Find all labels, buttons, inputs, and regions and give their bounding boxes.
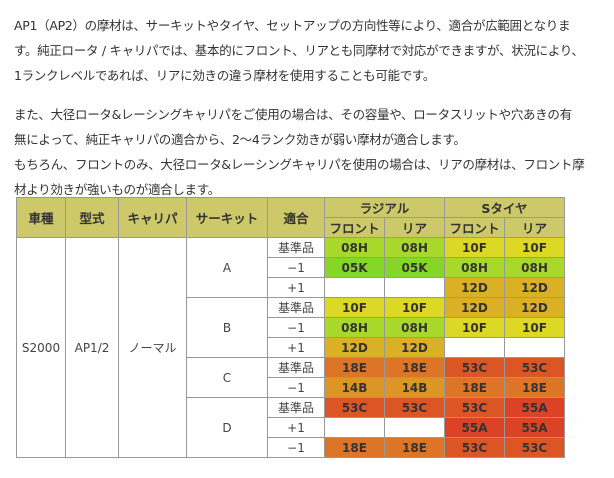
pad-compound-cell <box>324 277 385 298</box>
header-caliper: キャリパ <box>118 197 187 238</box>
fit-level-cell: −1 <box>267 317 325 338</box>
table-row: S2000 AP1/2 ノーマル A 基準品 08H 08H 10F 10F <box>16 237 565 458</box>
header-stire-rear: リア <box>504 217 565 238</box>
pad-compound-cell: 14B <box>384 377 445 398</box>
pad-compound-cell: 53C <box>444 357 505 378</box>
table-row: B 基準品 10F 10F 12D 12D <box>17 297 565 358</box>
pad-compound-cell <box>324 417 385 438</box>
header-radial: ラジアル <box>324 197 445 218</box>
table-row: −1 14B 14B 18E 18E <box>17 377 565 398</box>
text-line: もちろん、フロントのみ、大径ロータ&レーシングキャリパを使用の場合は、リアの摩材… <box>14 157 585 172</box>
pad-compound-cell <box>504 337 565 358</box>
caliper-cell: ノーマル <box>118 237 187 458</box>
pad-compound-cell: 10F <box>444 317 505 338</box>
pad-compound-cell: 10F <box>324 297 385 318</box>
pad-compound-cell: 18E <box>324 437 385 458</box>
pad-compound-cell <box>384 277 445 298</box>
racing-caliper-paragraph: また、大径ロータ&レーシングキャリパをご使用の場合は、その容量や、ロータスリット… <box>14 102 604 202</box>
header-car: 車種 <box>16 197 66 238</box>
pad-compound-cell: 12D <box>384 337 445 358</box>
pad-compound-cell: 10F <box>444 237 505 258</box>
text-line: 材より効きが強いものが適合します。 <box>14 182 220 197</box>
pad-compound-cell: 12D <box>504 297 565 318</box>
table-row: −1 18E 18E 53C 53C <box>17 437 565 458</box>
circuit-cell: D <box>186 397 268 458</box>
fit-level-cell: +1 <box>267 277 325 298</box>
pad-compound-cell: 10F <box>384 297 445 318</box>
header-circuit: サーキット <box>186 197 268 238</box>
fit-level-cell: +1 <box>267 417 325 438</box>
pad-compound-cell: 53C <box>384 397 445 418</box>
header-stire: Sタイヤ <box>444 197 565 218</box>
pad-compound-cell: 08H <box>384 317 445 338</box>
table-row: +1 12D 12D <box>17 337 565 358</box>
pad-compound-cell: 08H <box>504 257 565 278</box>
table-body: S2000 AP1/2 ノーマル A 基準品 08H 08H 10F 10F −1 05K 05K 08… <box>16 237 565 458</box>
intro-paragraph: AP1（AP2）の摩材は、サーキットやタイヤ、セットアップの方向性等により、適合… <box>14 13 604 88</box>
pad-compound-cell <box>384 417 445 438</box>
pad-compound-cell: 12D <box>504 277 565 298</box>
header-radial-rear: リア <box>384 217 445 238</box>
pad-compound-cell: 10F <box>504 317 565 338</box>
pad-compound-cell: 53C <box>324 397 385 418</box>
header-fit: 適合 <box>267 197 325 238</box>
fit-level-cell: 基準品 <box>267 397 325 418</box>
pad-compound-cell: 08H <box>444 257 505 278</box>
header-radial-front: フロント <box>324 217 385 238</box>
fit-level-cell: −1 <box>267 257 325 278</box>
pad-compound-cell: 55A <box>444 417 505 438</box>
pad-compound-cell: 12D <box>444 297 505 318</box>
fit-level-cell: 基準品 <box>267 237 325 258</box>
table-row: D 基準品 53C 53C 53C 55A <box>17 397 565 458</box>
pad-compound-cell: 55A <box>504 397 565 418</box>
pad-compound-cell: 08H <box>324 237 385 258</box>
circuit-cell: B <box>186 297 268 358</box>
pad-compound-cell: 10F <box>504 237 565 258</box>
circuit-cell: A <box>186 237 268 298</box>
pad-compound-cell: 08H <box>384 237 445 258</box>
pad-compound-cell: 18E <box>444 377 505 398</box>
pad-compound-cell: 53C <box>444 437 505 458</box>
fit-level-cell: +1 <box>267 337 325 358</box>
model-cell: AP1/2 <box>65 237 119 458</box>
pad-compatibility-table: 車種 型式 キャリパ サーキット 適合 ラジアル Sタイヤ フロント リア フロ… <box>16 197 565 458</box>
header-stire-front: フロント <box>444 217 505 238</box>
fit-level-cell: −1 <box>267 437 325 458</box>
pad-compound-cell: 53C <box>444 397 505 418</box>
pad-compound-cell: 05K <box>324 257 385 278</box>
table-row: +1 55A 55A <box>17 417 565 438</box>
pad-compound-cell: 14B <box>324 377 385 398</box>
text-line: AP1（AP2）の摩材は、サーキットやタイヤ、セットアップの方向性等により、適合… <box>14 18 571 33</box>
car-cell: S2000 <box>16 237 66 458</box>
table-row: −1 05K 05K 08H 08H <box>17 257 565 278</box>
pad-compound-cell: 18E <box>324 357 385 378</box>
text-line: また、大径ロータ&レーシングキャリパをご使用の場合は、その容量や、ロータスリット… <box>14 107 572 122</box>
pad-compound-cell: 18E <box>504 377 565 398</box>
circuit-cell: C <box>186 357 268 398</box>
pad-compound-cell: 18E <box>384 437 445 458</box>
pad-compound-cell: 08H <box>324 317 385 338</box>
pad-compound-cell: 12D <box>444 277 505 298</box>
header-model: 型式 <box>65 197 119 238</box>
fit-level-cell: 基準品 <box>267 357 325 378</box>
pad-compound-cell: 18E <box>384 357 445 378</box>
fit-level-cell: −1 <box>267 377 325 398</box>
text-line: 無によって、純正キャリパの適合から、2〜4ランク効きが弱い摩材が適合します。 <box>14 132 466 147</box>
pad-compound-cell: 55A <box>504 417 565 438</box>
pad-compound-cell: 12D <box>324 337 385 358</box>
table-row: −1 08H 08H 10F 10F <box>17 317 565 338</box>
fit-level-cell: 基準品 <box>267 297 325 318</box>
text-line: 1ランクレベルであれば、リアに効きの違う摩材を使用することも可能です。 <box>14 68 436 83</box>
pad-compound-cell: 53C <box>504 357 565 378</box>
pad-compound-cell: 53C <box>504 437 565 458</box>
text-line: す。純正ロータ / キャリパでは、基本的にフロント、リアとも同摩材で対応ができま… <box>14 43 584 58</box>
pad-compound-cell: 05K <box>384 257 445 278</box>
pad-compound-cell <box>444 337 505 358</box>
